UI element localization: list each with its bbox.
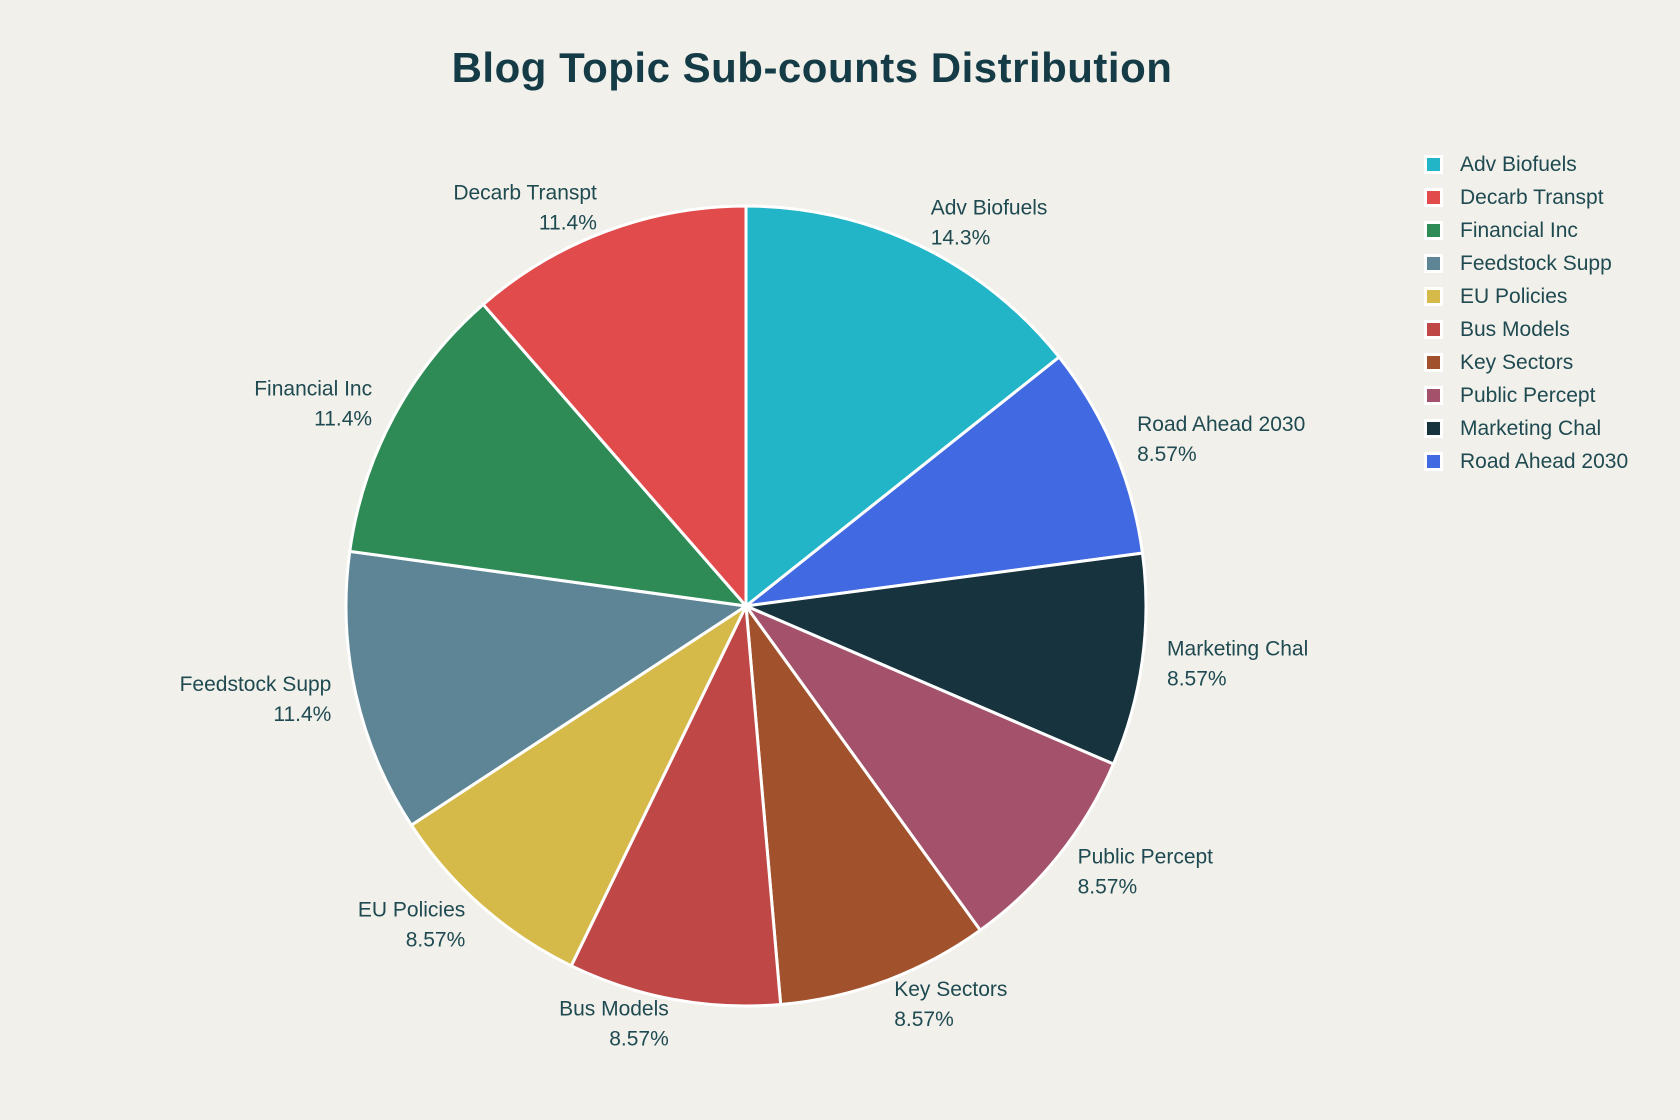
pie-percent-public-percept: 8.57% bbox=[1078, 875, 1138, 898]
pie-percent-road-ahead-2030: 8.57% bbox=[1137, 443, 1197, 466]
legend-item-public-percept: Public Percept bbox=[1424, 379, 1628, 412]
pie-slice-key-sectors bbox=[744, 600, 983, 1007]
pie-percent-eu-policies: 8.57% bbox=[406, 929, 466, 952]
pie-label-decarb-transpt: Decarb Transpt bbox=[453, 182, 597, 205]
pie-slice-marketing-chal bbox=[740, 551, 1148, 767]
legend-label-marketing-chal: Marketing Chal bbox=[1460, 416, 1602, 440]
pie-label-marketing-chal: Marketing Chal bbox=[1167, 637, 1308, 660]
pie-slice-public-percept bbox=[741, 602, 1116, 933]
pie-label-feedstock-supp: Feedstock Supp bbox=[180, 673, 332, 696]
legend-item-eu-policies: EU Policies bbox=[1424, 280, 1628, 313]
legend-item-key-sectors: Key Sectors bbox=[1424, 346, 1628, 379]
legend-label-bus-models: Bus Models bbox=[1460, 317, 1570, 341]
pie-label-key-sectors: Key Sectors bbox=[894, 978, 1007, 1001]
legend: Adv Biofuels Decarb Transpt Financial Inc F… bbox=[1424, 148, 1628, 478]
legend-label-key-sectors: Key Sectors bbox=[1460, 350, 1574, 374]
legend-swatch-decarb-transpt bbox=[1424, 188, 1443, 207]
legend-swatch-feedstock-supp bbox=[1424, 254, 1443, 273]
pie-slice-feedstock-supp bbox=[344, 549, 751, 828]
legend-label-decarb-transpt: Decarb Transpt bbox=[1460, 185, 1604, 209]
legend-item-marketing-chal: Marketing Chal bbox=[1424, 412, 1628, 445]
pie-percent-feedstock-supp: 11.4% bbox=[273, 703, 331, 726]
pie-label-adv-biofuels: Adv Biofuels bbox=[931, 197, 1048, 220]
legend-item-bus-models: Bus Models bbox=[1424, 313, 1628, 346]
pie-label-financial-inc: Financial Inc bbox=[254, 377, 372, 400]
legend-swatch-adv-biofuels bbox=[1424, 155, 1443, 174]
legend-swatch-eu-policies bbox=[1424, 287, 1443, 306]
legend-item-decarb-transpt: Decarb Transpt bbox=[1424, 181, 1628, 214]
legend-swatch-financial-inc bbox=[1424, 221, 1443, 240]
pie-slice-decarb-transpt bbox=[481, 204, 748, 611]
legend-item-feedstock-supp: Feedstock Supp bbox=[1424, 247, 1628, 280]
pie-percent-adv-biofuels: 14.3% bbox=[931, 227, 991, 250]
legend-item-financial-inc: Financial Inc bbox=[1424, 214, 1628, 247]
legend-swatch-bus-models bbox=[1424, 320, 1443, 339]
legend-swatch-marketing-chal bbox=[1424, 419, 1443, 438]
pie-label-public-percept: Public Percept bbox=[1078, 845, 1214, 868]
legend-label-public-percept: Public Percept bbox=[1460, 383, 1596, 407]
legend-label-financial-inc: Financial Inc bbox=[1460, 218, 1578, 242]
pie-percent-key-sectors: 8.57% bbox=[894, 1008, 954, 1031]
pie-percent-bus-models: 8.57% bbox=[609, 1027, 669, 1050]
pie-percent-marketing-chal: 8.57% bbox=[1167, 667, 1227, 690]
legend-item-adv-biofuels: Adv Biofuels bbox=[1424, 148, 1628, 181]
pie-slice-adv-biofuels bbox=[744, 204, 1062, 610]
legend-label-adv-biofuels: Adv Biofuels bbox=[1460, 152, 1577, 176]
pie-slice-eu-policies bbox=[409, 601, 750, 968]
pie-label-road-ahead-2030: Road Ahead 2030 bbox=[1137, 413, 1305, 436]
legend-swatch-public-percept bbox=[1424, 386, 1443, 405]
pie-percent-decarb-transpt: 11.4% bbox=[539, 212, 597, 235]
pie-slice-road-ahead-2030 bbox=[740, 355, 1145, 609]
pie-label-bus-models: Bus Models bbox=[559, 997, 669, 1020]
chart-title: Blog Topic Sub-counts Distribution bbox=[451, 44, 1173, 91]
legend-label-feedstock-supp: Feedstock Supp bbox=[1460, 251, 1612, 275]
legend-item-road-ahead-2030: Road Ahead 2030 bbox=[1424, 445, 1628, 478]
pie-slice-financial-inc bbox=[348, 302, 750, 609]
legend-swatch-key-sectors bbox=[1424, 353, 1443, 372]
legend-swatch-road-ahead-2030 bbox=[1424, 452, 1443, 471]
legend-label-eu-policies: EU Policies bbox=[1460, 284, 1568, 308]
legend-label-road-ahead-2030: Road Ahead 2030 bbox=[1460, 449, 1629, 473]
pie-percent-financial-inc: 11.4% bbox=[314, 407, 372, 430]
pie-label-eu-policies: EU Policies bbox=[358, 899, 465, 922]
pie-slice-bus-models bbox=[569, 600, 783, 1008]
